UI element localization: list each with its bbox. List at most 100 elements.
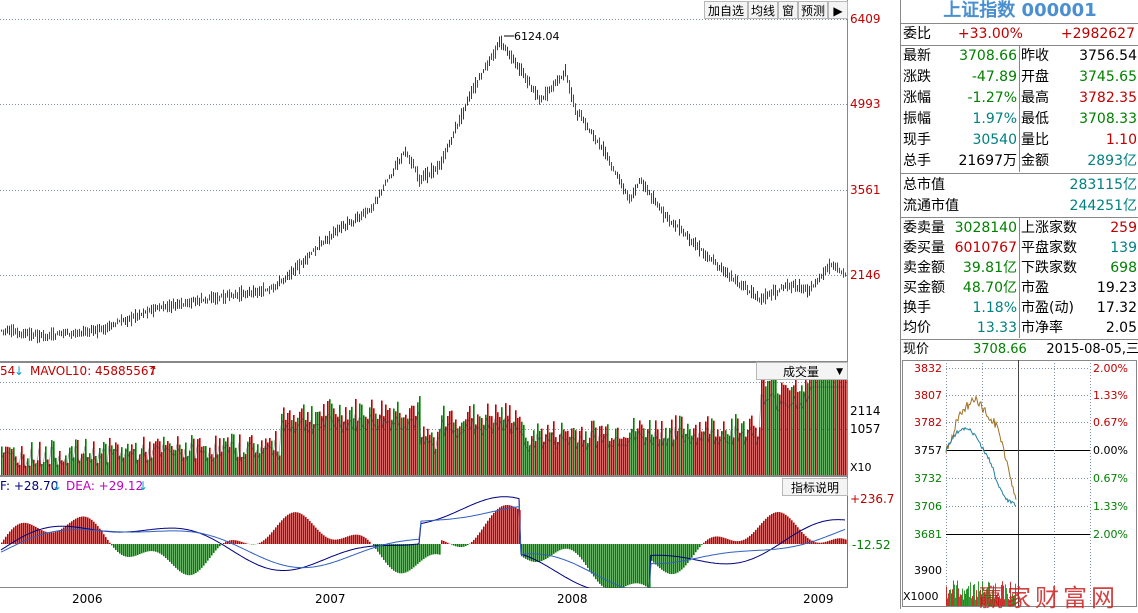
macd-bar bbox=[365, 538, 367, 544]
volume-bar bbox=[539, 431, 541, 475]
macd-bar bbox=[503, 505, 505, 544]
volume-bar bbox=[211, 454, 213, 475]
quote-key: 量比 bbox=[1021, 130, 1049, 150]
macd-bar bbox=[485, 524, 487, 544]
volume-bar bbox=[843, 365, 845, 475]
order-value: 17.32 bbox=[1081, 298, 1137, 318]
volume-bar bbox=[549, 432, 551, 475]
macd-bar bbox=[283, 518, 285, 544]
volume-bar bbox=[5, 447, 7, 475]
macd-bar bbox=[543, 544, 545, 560]
macd-bar bbox=[363, 537, 365, 544]
quote-key: 最高 bbox=[1021, 88, 1049, 108]
macd-bar bbox=[797, 527, 799, 544]
volume-bar bbox=[311, 406, 313, 475]
macd-bar bbox=[751, 534, 753, 544]
volume-bar bbox=[599, 426, 601, 475]
order-value: 13.33 bbox=[937, 318, 1017, 338]
volume-ylabel: 2114 bbox=[850, 404, 881, 418]
volume-bar bbox=[527, 441, 529, 475]
macd-bar bbox=[575, 544, 577, 553]
volume-bar bbox=[317, 412, 319, 475]
volume-bar bbox=[463, 421, 465, 475]
volume-bar bbox=[181, 449, 183, 475]
volume-bar bbox=[687, 424, 689, 475]
macd-bar bbox=[781, 513, 783, 544]
volume-bar bbox=[145, 452, 147, 475]
volume-chart[interactable] bbox=[0, 362, 848, 476]
macd-bar bbox=[525, 544, 527, 559]
volume-bar bbox=[249, 437, 251, 475]
volume-bar bbox=[387, 410, 389, 475]
macd-bar bbox=[517, 509, 519, 544]
ma-line-button[interactable]: 均线 bbox=[748, 1, 778, 19]
volume-bar bbox=[799, 391, 801, 475]
macd-bar bbox=[151, 544, 153, 551]
intraday-vol-bar bbox=[947, 598, 948, 606]
volume-bar bbox=[33, 460, 35, 475]
macd-bar bbox=[383, 544, 385, 560]
volume-bar bbox=[389, 408, 391, 475]
volume-bar bbox=[99, 448, 101, 475]
macd-bar bbox=[91, 520, 93, 544]
indicator-help-button[interactable]: 指标说明 bbox=[782, 478, 848, 496]
volume-bar bbox=[523, 425, 525, 475]
macd-bar bbox=[111, 544, 113, 545]
macd-bar bbox=[307, 519, 309, 544]
macd-bar bbox=[573, 544, 575, 551]
window-button[interactable]: 窗 bbox=[778, 1, 798, 19]
volume-bar bbox=[201, 447, 203, 475]
volume-bar bbox=[385, 405, 387, 475]
macd-bar bbox=[809, 539, 811, 544]
market-key: 流通市值 bbox=[903, 196, 959, 216]
macd-bar bbox=[207, 544, 209, 561]
forecast-button[interactable]: 预测 bbox=[798, 1, 828, 19]
macd-bar bbox=[509, 505, 511, 544]
volume-bar bbox=[269, 438, 271, 475]
macd-bar bbox=[749, 536, 751, 544]
macd-bar bbox=[117, 544, 119, 552]
volume-bar bbox=[537, 423, 539, 475]
kline-panel[interactable]: 加自选 均线 窗 预测 ▶ 6409 4993 3561 2146 6124.0… bbox=[0, 0, 848, 362]
macd-bar bbox=[179, 544, 181, 571]
volume-bar bbox=[541, 429, 543, 475]
macd-bar bbox=[515, 508, 517, 544]
volume-bar bbox=[713, 421, 715, 475]
macd-bar bbox=[389, 544, 391, 567]
macd-bar bbox=[841, 538, 843, 544]
volume-bar bbox=[547, 425, 549, 475]
volume-bar bbox=[509, 405, 511, 475]
volume-ylabel: 1057 bbox=[850, 422, 881, 436]
indicator-selector[interactable]: 成交量▼ bbox=[756, 362, 848, 380]
macd-bar bbox=[47, 532, 49, 544]
macd-bar bbox=[119, 544, 121, 554]
macd-bar bbox=[635, 544, 637, 583]
kline-chart[interactable] bbox=[0, 0, 848, 362]
macd-bar bbox=[679, 544, 681, 571]
macd-panel[interactable]: F: +28.70 ↓ DEA: +29.12 ↓ 指标说明 +236.7 -1… bbox=[0, 476, 848, 588]
exit-arrow-icon[interactable]: ▶ bbox=[828, 1, 848, 19]
macd-bar bbox=[565, 544, 567, 549]
volume-bar bbox=[515, 410, 517, 475]
macd-bar bbox=[845, 539, 847, 544]
macd-bar bbox=[271, 532, 273, 544]
volume-bar bbox=[767, 381, 769, 475]
volume-bar bbox=[205, 446, 207, 475]
macd-bar bbox=[319, 532, 321, 544]
macd-bar bbox=[323, 535, 325, 544]
macd-bar bbox=[577, 544, 579, 555]
volume-bar bbox=[651, 434, 653, 475]
macd-bar bbox=[235, 540, 237, 544]
intraday-ylabel: 3807 bbox=[914, 389, 942, 402]
macd-bar bbox=[377, 544, 379, 552]
macd-bar bbox=[225, 542, 227, 544]
volume-bar bbox=[593, 421, 595, 475]
volume-panel[interactable]: 54 ↓ MAVOL10: 45885567 ↑ 成交量▼ 2114 1057 … bbox=[0, 362, 848, 476]
macd-bar bbox=[753, 532, 755, 544]
macd-bar bbox=[591, 544, 593, 574]
macd-bar bbox=[833, 539, 835, 544]
macd-bar bbox=[675, 544, 677, 573]
add-watchlist-button[interactable]: 加自选 bbox=[704, 1, 748, 19]
